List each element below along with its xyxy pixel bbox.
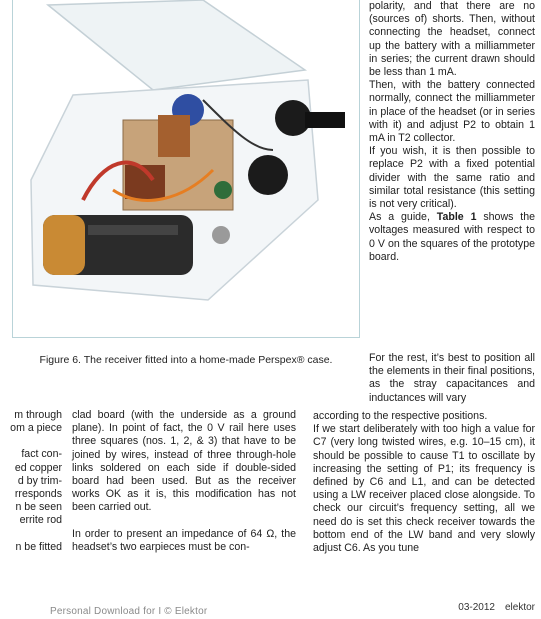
spacer [72, 515, 296, 528]
line: errite rod [19, 514, 62, 527]
line: n be seen [15, 501, 62, 514]
paragraph: polarity, and that there are no (sources… [369, 0, 535, 79]
knob-lower [248, 155, 288, 195]
line: m through [14, 409, 62, 421]
paragraph: Then, with the battery connected normall… [369, 79, 535, 145]
line: rresponds [14, 488, 62, 501]
battery-label [88, 225, 178, 235]
line: fact con- [21, 448, 62, 461]
footer-download-note: Personal Download for I © Elektor [50, 606, 208, 617]
spacer [0, 435, 62, 448]
brand-name: elektor [504, 602, 535, 613]
headset-jack [212, 226, 230, 244]
footer-issue: 03-2012 elektor [458, 602, 535, 613]
orange-wire [112, 168, 215, 202]
coil [158, 115, 190, 157]
paragraph: If you wish, it is then possible to repl… [369, 145, 535, 211]
receiver-case-illustration [30, 0, 345, 301]
battery-terminal [43, 215, 85, 275]
paragraph: In order to present an impedance of 64 Ω… [72, 527, 296, 553]
right-column-text: polarity, and that there are no (sources… [369, 0, 535, 264]
line: ed copper [14, 461, 62, 474]
paragraph: For the rest, it’s best to position all … [369, 352, 535, 404]
issue-date: 03-2012 [458, 602, 495, 613]
table-reference: Table 1 [436, 211, 477, 224]
black-wire [202, 99, 274, 151]
figure-6-photo [12, 0, 360, 338]
line: d by trim- [17, 474, 62, 487]
knob-upper [275, 100, 311, 136]
spacer [0, 528, 62, 541]
figure-caption: Figure 6. The receiver fitted into a hom… [39, 354, 333, 366]
line: n be fitted [15, 540, 62, 553]
case-lid [45, 0, 308, 91]
paragraph: according to the respective positions. [313, 410, 488, 422]
green-component [214, 181, 232, 199]
line: om a piece [10, 422, 62, 435]
knob-upper-shaft [305, 112, 345, 128]
column-b-text: clad board (with the underside as a grou… [72, 409, 296, 554]
paragraph: As a guide, Table 1 shows the voltages m… [369, 211, 535, 264]
column-a-cropped: m through om a piece fact con- ed copper… [0, 409, 62, 554]
paragraph: If we start deliberately with too high a… [313, 423, 535, 555]
column-d-text: according to the respective positions. I… [313, 410, 535, 555]
text-run: shows the voltages measured with respect… [369, 211, 536, 263]
text-run: As a guide, [369, 211, 437, 224]
column-c-text: For the rest, it’s best to position all … [369, 352, 535, 405]
red-wire [81, 160, 155, 201]
paragraph: clad board (with the underside as a grou… [72, 409, 296, 514]
